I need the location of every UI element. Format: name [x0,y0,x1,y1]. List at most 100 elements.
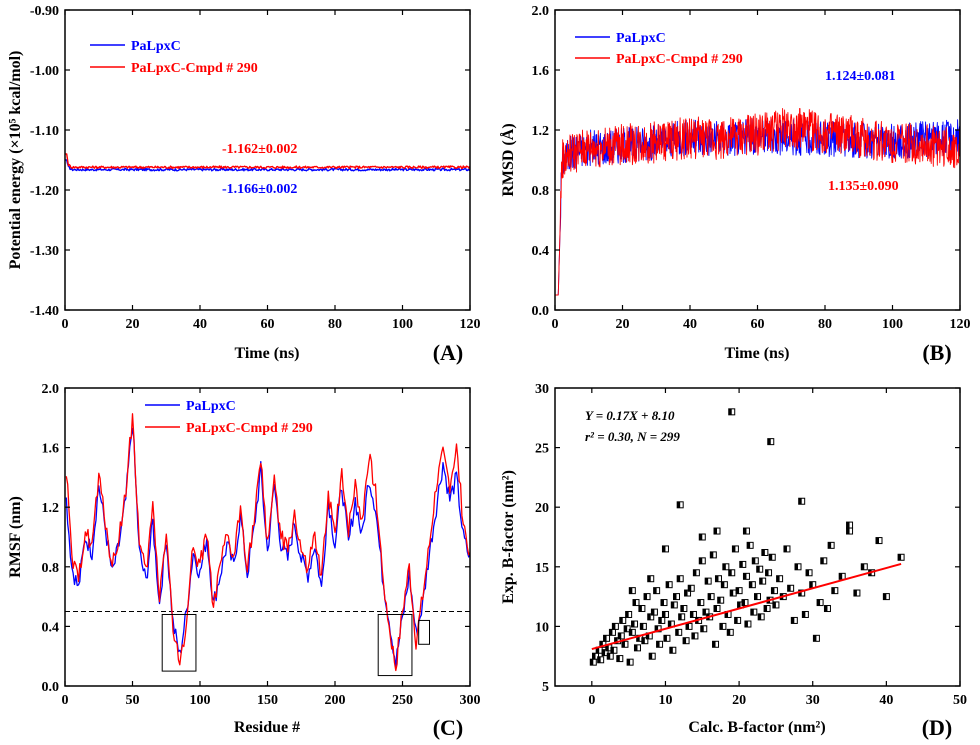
scatter-point [831,587,839,595]
x-tick-label: 20 [126,317,140,332]
scatter-point [653,587,661,595]
scatter-point [794,563,802,571]
scatter-point [625,610,633,618]
scatter-point [669,646,677,654]
x-tick-label: 0 [588,693,595,708]
scatter-point [682,637,690,645]
scatter-point [709,551,717,559]
y-axis-title: Exp. B-factor (nm²) [500,470,517,604]
scatter-point [601,649,609,657]
scatter-point [741,599,749,607]
scatter-point [787,584,795,592]
annotation-palpxc-energy: -1.166±0.002 [222,182,297,197]
scatter-point [702,608,710,616]
y-tick-label: 0.0 [42,680,60,695]
scatter-point [707,593,715,601]
scatter-point [611,622,619,630]
scatter-point [720,581,728,589]
legend-label-palpxc: PaLpxC [131,39,181,54]
scatter-point [608,628,616,636]
scatter-point [742,527,750,535]
annotation-cmpd-rmsd: 1.135±0.090 [828,179,899,194]
scatter-point [783,545,791,553]
x-tick-label: 300 [460,693,481,708]
scatter-point [656,640,664,648]
scatter-point [628,587,636,595]
scatter-point [603,634,611,642]
series-line-cmpd [65,413,470,672]
y-tick-label: 0.4 [42,620,60,635]
y-tick-label: 20 [535,501,549,516]
legend-label-cmpd: PaLpxC-Cmpd # 290 [616,52,743,67]
panel-d-frame [554,387,961,687]
scatter-point [746,541,754,549]
scatter-point [697,599,705,607]
scatter-point [768,553,776,561]
scatter-point [619,616,627,624]
scatter-point [616,655,624,663]
scatter-point [647,575,655,583]
y-tick-label: -1.00 [30,64,59,79]
panel-letter: (B) [922,340,951,365]
x-axis-title: Time (ns) [724,345,789,362]
panel-d-plot-area [589,408,905,666]
scatter-point [754,593,761,601]
x-tick-label: 80 [328,317,342,332]
y-tick-label: 2.0 [42,382,60,397]
scatter-point [728,408,736,416]
scatter-point [692,569,700,577]
panel-b-plot-area [555,107,960,296]
scatter-point [621,640,629,648]
scatter-point [823,605,831,613]
x-tick-label: 120 [950,317,971,332]
scatter-point [770,587,778,595]
x-tick-label: 0 [62,317,69,332]
scatter-point [660,599,668,607]
scatter-point [882,593,890,601]
highlight-box [161,613,197,672]
scatter-point [739,560,747,568]
y-tick-label: 5 [542,680,549,695]
panel-a-legend: PaLpxC PaLpxC-Cmpd # 290 [90,39,258,76]
legend-label-cmpd: PaLpxC-Cmpd # 290 [131,61,258,76]
scatter-point [670,601,678,609]
y-tick-label: 1.2 [532,124,550,139]
scatter-point [684,589,692,597]
x-tick-label: 40 [879,693,893,708]
fit-equation: Y = 0.17X + 8.10 [585,408,675,423]
series-line-palpxc [65,427,470,668]
scatter-point [661,610,669,618]
scatter-point [897,553,905,561]
scatter-point [735,587,743,595]
panel-d-ticks: 0 10 20 30 40 50 5 10 15 20 25 30 [535,382,967,708]
x-tick-label: 250 [392,693,413,708]
highlight-box [377,613,413,677]
y-tick-label: 25 [535,442,549,457]
y-tick-label: 0.8 [532,184,550,199]
scatter-point [698,533,706,541]
scatter-point [767,438,775,446]
scatter-point [663,634,671,642]
scatter-point [628,628,636,636]
y-tick-label: -0.90 [30,4,59,19]
scatter-point [744,620,752,628]
scatter-point [714,575,722,583]
scatter-point [592,652,599,660]
annotation-cmpd-energy: -1.162±0.002 [222,142,297,157]
x-tick-label: 10 [658,693,672,708]
scatter-point [731,545,739,553]
scatter-point [756,565,764,573]
x-axis-title: Residue # [234,719,300,736]
x-tick-label: 100 [392,317,413,332]
panel-a-plot-area [65,153,470,172]
panel-b-legend: PaLpxC PaLpxC-Cmpd # 290 [575,31,743,67]
y-tick-label: 10 [535,620,549,635]
scatter-point [748,581,756,589]
panel-letter: (D) [922,715,953,740]
scatter-point [763,605,771,613]
scatter-point [805,569,813,577]
scatter-point [700,625,708,633]
scatter-point [617,632,625,640]
fit-line [591,562,902,651]
x-tick-label: 40 [683,317,697,332]
